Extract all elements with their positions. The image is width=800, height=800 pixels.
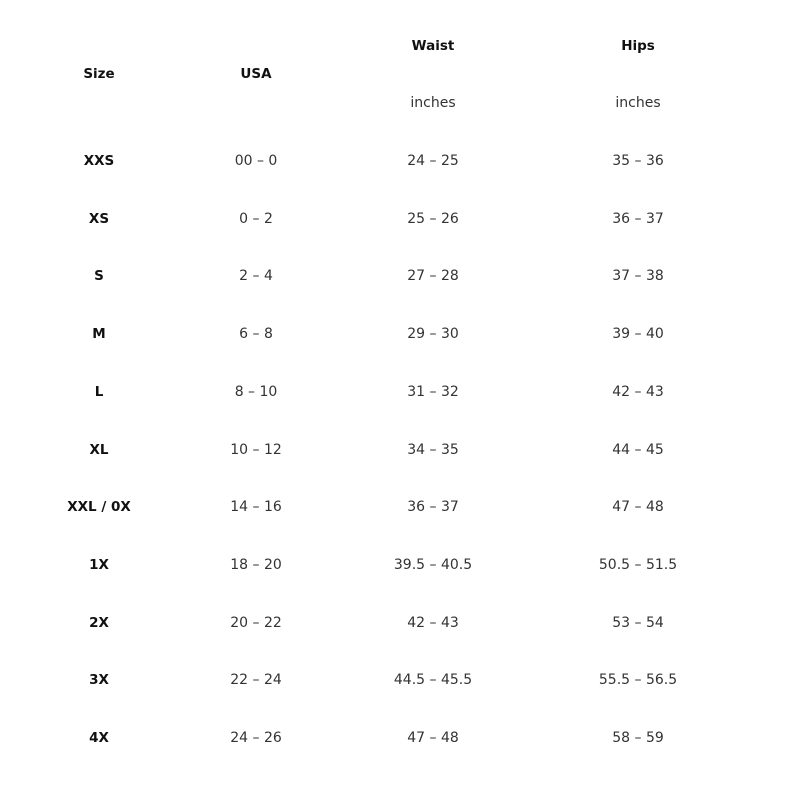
waist-cell: 34 – 35 xyxy=(407,441,459,458)
waist-cell: 44.5 – 45.5 xyxy=(393,672,473,689)
size-cell: XXS xyxy=(83,153,115,169)
waist-cell: 42 – 43 xyxy=(407,614,459,631)
size-cell: XXL / 0X xyxy=(67,499,131,516)
size-cell: 1X xyxy=(89,556,109,573)
usa-cell: 14 – 16 xyxy=(230,499,282,516)
hips-cell: 37 – 38 xyxy=(612,268,664,285)
size-cell: 2X xyxy=(89,614,109,631)
size-cell: 3X xyxy=(89,672,109,689)
waist-cell: 31 – 32 xyxy=(407,383,459,400)
usa-cell: 22 – 24 xyxy=(230,672,282,689)
hips-unit: inches xyxy=(615,95,661,111)
waist-cell: 29 – 30 xyxy=(407,326,459,343)
header-size: Size xyxy=(83,66,115,82)
header-waist: Waist xyxy=(411,38,455,54)
header-usa: USA xyxy=(240,66,272,82)
usa-cell: 24 – 26 xyxy=(230,730,282,746)
usa-cell: 18 – 20 xyxy=(230,556,282,573)
waist-cell: 47 – 48 xyxy=(407,730,459,746)
size-cell: XS xyxy=(88,210,110,227)
usa-cell: 8 – 10 xyxy=(234,383,278,400)
header-hips: Hips xyxy=(621,38,655,54)
hips-cell: 47 – 48 xyxy=(612,499,664,516)
hips-cell: 39 – 40 xyxy=(612,326,664,343)
usa-cell: 2 – 4 xyxy=(239,268,273,285)
hips-cell: 44 – 45 xyxy=(612,441,664,458)
waist-cell: 39.5 – 40.5 xyxy=(393,556,473,573)
waist-cell: 24 – 25 xyxy=(407,153,459,169)
hips-cell: 50.5 – 51.5 xyxy=(598,556,678,573)
hips-cell: 53 – 54 xyxy=(612,614,664,631)
waist-cell: 27 – 28 xyxy=(407,268,459,285)
waist-unit: inches xyxy=(410,95,456,111)
hips-cell: 42 – 43 xyxy=(612,383,664,400)
size-cell: S xyxy=(94,268,104,285)
size-cell: M xyxy=(92,326,106,343)
waist-cell: 25 – 26 xyxy=(407,210,459,227)
hips-cell: 36 – 37 xyxy=(612,210,664,227)
size-cell: XL xyxy=(89,441,109,458)
hips-cell: 55.5 – 56.5 xyxy=(598,672,678,689)
hips-cell: 35 – 36 xyxy=(612,153,664,169)
hips-cell: 58 – 59 xyxy=(612,730,664,746)
waist-cell: 36 – 37 xyxy=(407,499,459,516)
size-cell: 4X xyxy=(89,730,109,746)
usa-cell: 6 – 8 xyxy=(239,326,273,343)
usa-cell: 0 – 2 xyxy=(239,210,273,227)
usa-cell: 10 – 12 xyxy=(230,441,282,458)
usa-cell: 00 – 0 xyxy=(234,153,278,169)
size-cell: L xyxy=(94,383,104,400)
usa-cell: 20 – 22 xyxy=(230,614,282,631)
